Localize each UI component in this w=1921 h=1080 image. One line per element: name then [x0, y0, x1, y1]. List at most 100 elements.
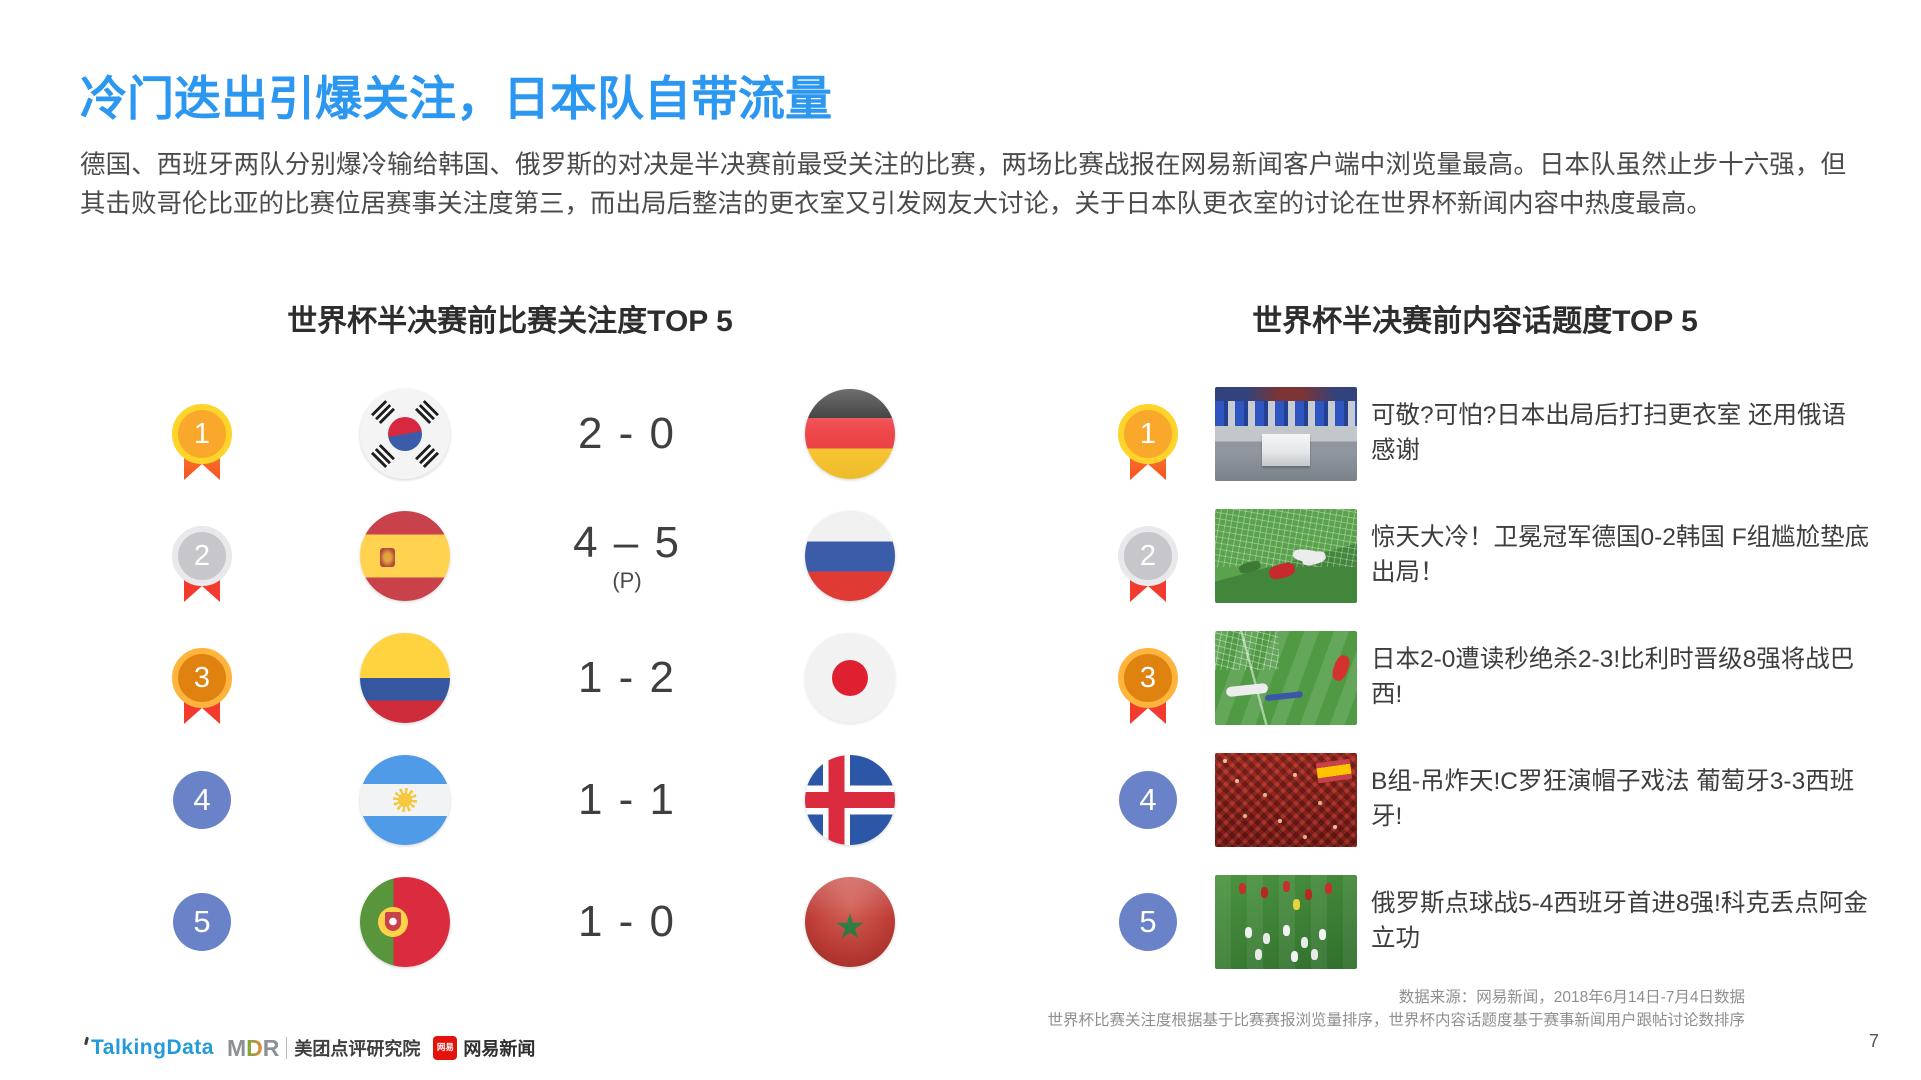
rank-1-medal: 1 [172, 404, 232, 480]
rank-number: 5 [173, 893, 231, 951]
talkingdata-logo: TalkingData [85, 1036, 214, 1060]
team2-cell [805, 511, 895, 601]
penalty-shootout-note: (P) [612, 568, 642, 593]
mdr-letter-m: M [226, 1034, 247, 1061]
team2-cell [805, 755, 895, 845]
topic-ranking-heading: 世界杯半决赛前内容话题度TOP 5 [1252, 305, 1698, 338]
rank-number: 3 [172, 648, 232, 708]
spain-flag-icon [360, 511, 450, 601]
page-number: 7 [1868, 1031, 1879, 1051]
team1-cell [360, 633, 450, 723]
taegeuk-trigram [414, 443, 440, 469]
japan-belgium-loss-photo [1215, 631, 1357, 725]
score-cell: 1 - 1 [542, 775, 712, 825]
rank-cell: 3 [172, 648, 232, 724]
match-score: 1 - 1 [577, 775, 677, 824]
rank-3-medal: 3 [172, 648, 232, 724]
mdr-letter-d: D [246, 1034, 263, 1061]
team1-cell [360, 389, 450, 479]
team1-cell [360, 755, 450, 845]
news-row: 5 俄罗斯点球战5-4西班牙首进8强!科克丢点阿金立功 [1080, 861, 1870, 983]
portugal-flag-icon [360, 877, 450, 967]
news-headline: 惊天大冷！卫冕冠军德国0-2韩国 F组尴尬垫底出局！ [1371, 524, 1870, 586]
match-score: 4 – 5 [573, 518, 681, 567]
rank-cell: 1 [172, 404, 232, 480]
match-row: 1 2 - 0 [80, 373, 940, 495]
match-score: 1 - 2 [577, 653, 677, 702]
rank-number: 3 [1118, 648, 1178, 708]
rank-2-medal: 2 [172, 526, 232, 602]
match-score: 2 - 0 [577, 409, 677, 458]
rank-number: 1 [172, 404, 232, 464]
netease-news-logo: 网易 网易新闻 [433, 1035, 535, 1061]
colombia-flag-icon [360, 633, 450, 723]
germany-korea-goal-photo [1215, 509, 1357, 603]
topic-ranking-panel: 世界杯半决赛前内容话题度TOP 5 1 可敬?可怕?日本出局后打扫更衣室 还用俄语… [1080, 296, 1870, 983]
rank-cell: 5 [172, 893, 232, 951]
russia-flag-icon [805, 511, 895, 601]
rank-number: 1 [1118, 404, 1178, 464]
taegeuk-trigram [414, 399, 440, 425]
rank-5-medal: 5 [1119, 893, 1177, 951]
mdr-letter-r: R [262, 1034, 280, 1061]
score-cell: 2 - 0 [542, 409, 712, 459]
rank-cell: 2 [172, 526, 232, 602]
match-ranking-heading: 世界杯半决赛前比赛关注度TOP 5 [287, 305, 733, 338]
news-row: 1 可敬?可怕?日本出局后打扫更衣室 还用俄语感谢 [1080, 373, 1870, 495]
news-headline: B组-吊炸天!C罗狂演帽子戏法 葡萄牙3-3西班牙! [1371, 768, 1855, 830]
score-cell: 4 – 5 (P) [542, 518, 712, 594]
news-headline: 日本2-0遭读秒绝杀2-3!比利时晋级8强将战巴西! [1371, 646, 1855, 708]
score-cell: 1 - 0 [542, 897, 712, 947]
news-row: 2 惊天大冷！卫冕冠军德国0-2韩国 F组尴尬垫底出局！ [1080, 495, 1870, 617]
rank-4-medal: 4 [1119, 771, 1177, 829]
rank-cell: 4 [1118, 771, 1178, 829]
rank-number: 2 [172, 526, 232, 586]
rank-cell: 5 [1118, 893, 1178, 951]
taegeuk-trigram [370, 443, 396, 469]
rank-3-medal: 3 [1118, 648, 1178, 724]
team1-cell [360, 877, 450, 967]
news-row: 3 日本2-0遭读秒绝杀2-3!比利时晋级8强将战巴西! [1080, 617, 1870, 739]
portugal-spain-fans-photo [1215, 753, 1357, 847]
news-row: 4 B组-吊炸天!C罗狂演帽子戏法 葡萄牙3-3西班牙! [1080, 739, 1870, 861]
match-score: 1 - 0 [577, 897, 677, 946]
topic-ranking-rows: 1 可敬?可怕?日本出局后打扫更衣室 还用俄语感谢 2 惊天大冷！卫冕冠军德国0-2韩… [1080, 373, 1870, 983]
data-source-line2: 世界杯比赛关注度根据基于比赛赛报浏览量排序，世界杯内容话题度基于赛事新闻用户跟帖… [1047, 1011, 1745, 1029]
rank-number: 2 [1118, 526, 1178, 586]
match-row: 2 4 – 5 (P) [80, 495, 940, 617]
rank-5-medal: 5 [173, 893, 231, 951]
south-korea-flag-icon [360, 389, 450, 479]
team2-cell [805, 633, 895, 723]
mdr-meituan-logo: MDR 美团点评研究院 [227, 1035, 420, 1062]
japan-flag-icon [805, 633, 895, 723]
morocco-flag-icon [805, 877, 895, 967]
rank-cell: 3 [1118, 648, 1178, 724]
data-source-note: 数据来源：网易新闻，2018年6月14日-7月4日数据 世界杯比赛关注度根据基于… [1047, 986, 1745, 1033]
russia-spain-celebration-photo [1215, 875, 1357, 969]
news-headline: 俄罗斯点球战5-4西班牙首进8强!科克丢点阿金立功 [1371, 890, 1868, 952]
rank-cell: 2 [1118, 526, 1178, 602]
score-cell: 1 - 2 [542, 653, 712, 703]
match-row: 5 1 - 0 [80, 861, 940, 983]
rank-number: 5 [1119, 893, 1177, 951]
match-row: 3 1 - 2 [80, 617, 940, 739]
germany-flag-icon [805, 389, 895, 479]
rank-cell: 4 [172, 771, 232, 829]
argentina-flag-icon [360, 755, 450, 845]
team2-cell [805, 877, 895, 967]
match-ranking-rows: 1 2 - 0 2 4 – 5 (P) 3 1 - 2 4 1 - 1 5 1 - 0 [80, 373, 940, 983]
netease-icon: 网易 [433, 1036, 458, 1060]
page-title: 冷门迭出引爆关注，日本队自带流量 [80, 72, 832, 125]
rank-4-medal: 4 [173, 771, 231, 829]
intro-paragraph: 德国、西班牙两队分别爆冷输给韩国、俄罗斯的对决是半决赛前最受关注的比赛，两场比赛… [80, 151, 1846, 218]
iceland-flag-icon [805, 755, 895, 845]
mdr-logo: MDR [227, 1035, 279, 1062]
footer-logos: TalkingData MDR 美团点评研究院 网易 网易新闻 [85, 1032, 535, 1064]
news-headline: 可敬?可怕?日本出局后打扫更衣室 还用俄语感谢 [1371, 402, 1847, 464]
rank-number: 4 [1119, 771, 1177, 829]
team1-cell [360, 511, 450, 601]
logo-divider [286, 1037, 288, 1059]
taegeuk-trigram [370, 399, 396, 425]
data-source-line1: 数据来源：网易新闻，2018年6月14日-7月4日数据 [1398, 988, 1745, 1006]
meituan-research-label: 美团点评研究院 [294, 1039, 421, 1059]
